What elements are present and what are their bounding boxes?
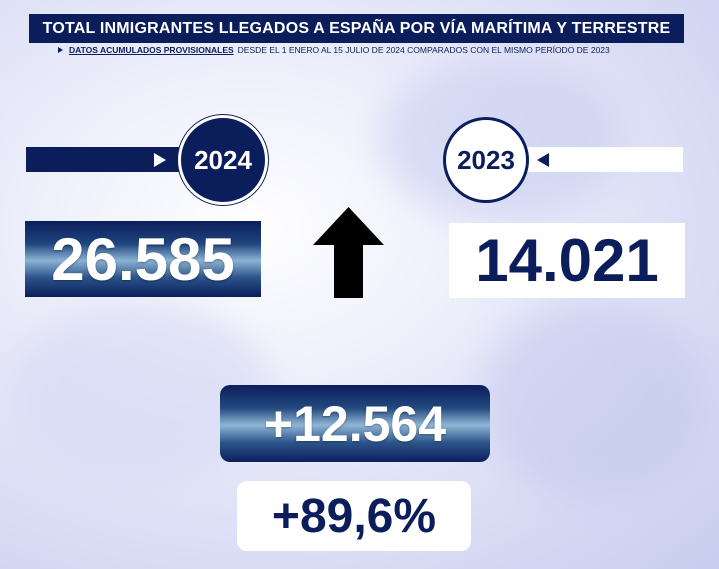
page-title: TOTAL INMIGRANTES LLEGADOS A ESPAÑA POR … <box>29 14 684 43</box>
year-2024-badge: 2024 <box>178 115 268 205</box>
value-2023: 14.021 <box>449 223 685 298</box>
subtitle-text: DESDE EL 1 ENERO AL 15 JULIO DE 2024 COM… <box>237 45 610 55</box>
difference-value: +12.564 <box>220 385 490 462</box>
triangle-left-icon <box>537 153 549 167</box>
up-arrow-icon <box>313 207 384 298</box>
triangle-right-icon <box>154 153 166 167</box>
subtitle: DATOS ACUMULADOS PROVISIONALES DESDE EL … <box>58 45 698 55</box>
bullet-triangle-icon <box>58 47 63 53</box>
value-2024: 26.585 <box>25 221 261 297</box>
percent-change: +89,6% <box>237 481 471 551</box>
subtitle-emphasis: DATOS ACUMULADOS PROVISIONALES <box>69 45 234 55</box>
background-blob <box>480 300 710 500</box>
year-2023-badge: 2023 <box>443 117 529 203</box>
bar-2023 <box>520 147 683 172</box>
bar-2024 <box>26 147 186 172</box>
